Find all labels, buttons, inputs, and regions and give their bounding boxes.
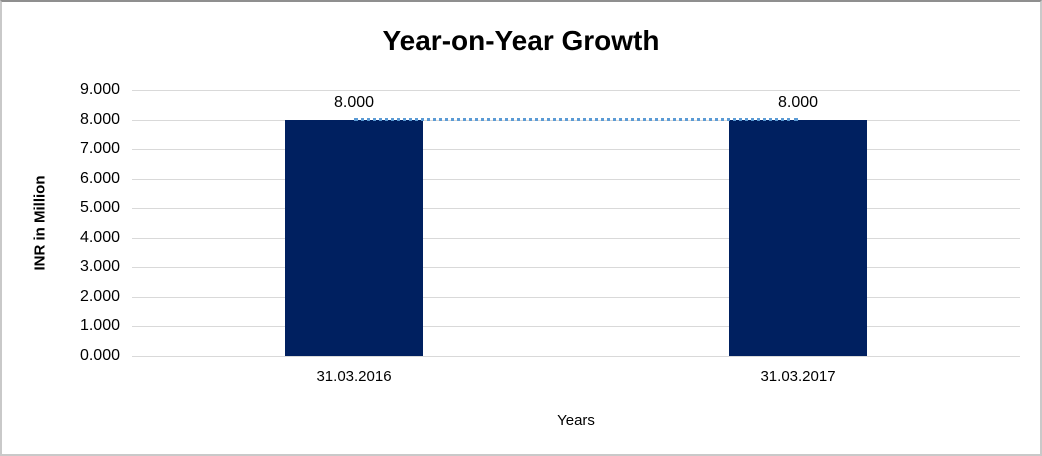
x-axis-title: Years (557, 412, 595, 429)
plot-area: 8.000 8.000 (132, 90, 1020, 357)
y-tick-label: 2.000 (79, 287, 120, 305)
gridline (132, 208, 1020, 210)
y-tick-label: 1.000 (79, 317, 120, 335)
data-label: 8.000 (333, 93, 375, 111)
y-tick-label: 0.000 (79, 347, 120, 364)
y-tick-label: 6.000 (79, 169, 120, 187)
gridline (132, 326, 1020, 328)
gridline (132, 237, 1020, 239)
data-label: 8.000 (777, 93, 819, 111)
y-tick-label: 3.000 (79, 258, 120, 276)
x-tick-label: 31.03.2017 (760, 368, 836, 385)
y-tick-label: 9.000 (79, 81, 120, 98)
y-tick-label: 7.000 (79, 140, 120, 158)
gridline (132, 178, 1020, 180)
y-tick-label: 4.000 (79, 228, 120, 246)
y-axis-title: INR in Million (31, 175, 49, 271)
chart-title: Year-on-Year Growth (382, 25, 660, 56)
y-tick-label: 5.000 (79, 199, 120, 217)
gridline (132, 296, 1020, 298)
gridline (132, 356, 1020, 357)
gridline (132, 267, 1020, 269)
trend-line (354, 117, 798, 121)
x-tick-label: 31.03.2016 (316, 368, 392, 385)
gridline (132, 90, 1020, 91)
y-tick-label: 8.000 (79, 110, 120, 128)
bar (285, 119, 423, 356)
bar (729, 119, 867, 356)
gridline (132, 149, 1020, 151)
